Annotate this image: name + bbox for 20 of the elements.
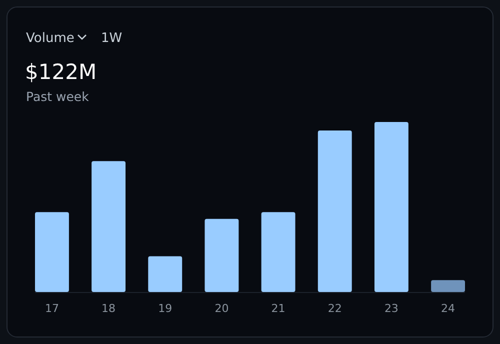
chart-title: $122M <box>25 60 97 84</box>
x-tick-label: 24 <box>441 302 456 315</box>
x-tick-label: 21 <box>271 302 286 315</box>
bar <box>204 218 239 292</box>
bar <box>35 212 69 292</box>
chart-subtitle: Past week <box>26 89 90 104</box>
x-tick-label: 17 <box>44 302 59 315</box>
text: Volume <box>26 31 74 46</box>
bar <box>374 122 408 292</box>
bar <box>261 212 296 292</box>
x-tick-label: 19 <box>158 302 172 315</box>
bar <box>92 161 126 292</box>
text: 1W <box>101 31 122 46</box>
bar <box>148 256 182 292</box>
bar <box>318 130 352 292</box>
x-tick-label: 22 <box>328 302 342 315</box>
x-tick-label: 18 <box>102 302 116 315</box>
bar <box>431 280 465 292</box>
x-tick-label: 20 <box>214 302 229 315</box>
x-tick-label: 23 <box>384 302 398 315</box>
